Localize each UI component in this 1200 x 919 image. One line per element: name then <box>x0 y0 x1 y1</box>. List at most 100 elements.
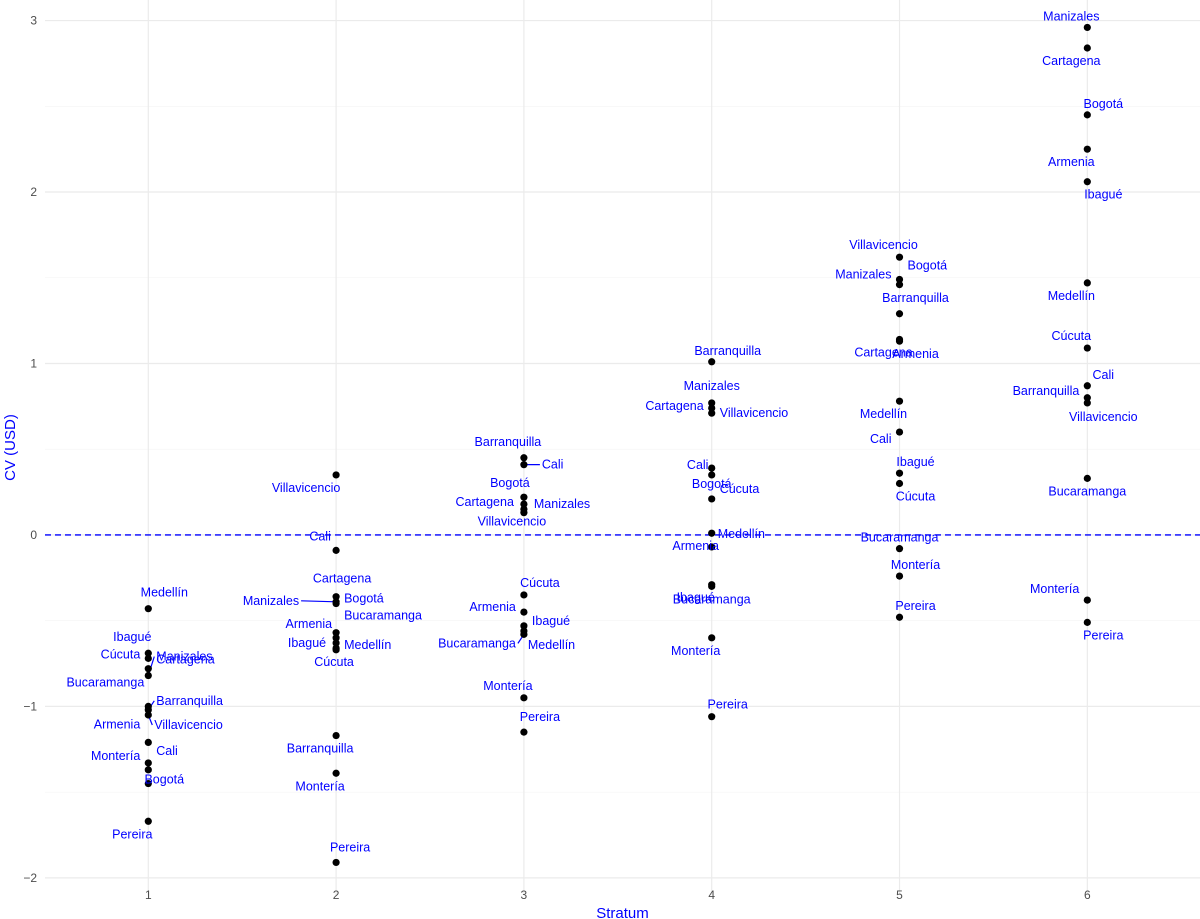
data-point <box>144 779 152 788</box>
data-point <box>520 591 528 599</box>
point-label: Manizales <box>243 594 299 608</box>
data-point <box>1083 344 1091 352</box>
x-tick-label: 4 <box>708 888 715 902</box>
data-point <box>895 428 904 436</box>
point-label: Manizales <box>156 650 212 664</box>
data-point <box>332 639 340 647</box>
data-point <box>1083 382 1091 390</box>
point-label: Medellín <box>718 527 765 541</box>
point-label: Ibagué <box>288 636 326 650</box>
point-label: Barranquilla <box>882 291 949 305</box>
point-label: Villavicencio <box>478 515 547 529</box>
data-point <box>895 572 904 580</box>
data-point <box>708 409 716 417</box>
data-point <box>144 665 152 673</box>
point-label: Bucaramanga <box>861 531 939 545</box>
point-label: Cali <box>542 458 564 472</box>
x-tick-label: 6 <box>1084 888 1091 902</box>
point-label: Medellín <box>860 407 907 421</box>
data-point <box>895 613 904 621</box>
point-label: Cúcuta <box>520 576 560 590</box>
point-label: Villavicencio <box>154 718 223 732</box>
data-point <box>895 545 904 553</box>
point-label: Pereira <box>520 710 560 724</box>
point-label: Manizales <box>684 379 740 393</box>
point-label: Bogotá <box>490 476 530 490</box>
point-label: Cartagena <box>645 399 703 413</box>
data-point <box>895 469 904 477</box>
data-point <box>332 634 340 642</box>
point-label: Cartagena <box>1042 54 1100 68</box>
data-point <box>895 479 904 488</box>
data-point <box>895 281 904 289</box>
point-label: Pereira <box>112 827 152 841</box>
point-label: Barranquilla <box>475 435 542 449</box>
data-point <box>1083 111 1091 119</box>
data-point <box>895 337 904 345</box>
data-point <box>332 599 340 608</box>
point-label: Montería <box>483 679 532 693</box>
point-label: Ibagué <box>113 630 151 644</box>
data-point <box>520 493 528 501</box>
point-label: Cartagena <box>156 653 214 667</box>
point-label: Montería <box>295 779 344 793</box>
data-point <box>144 649 152 657</box>
data-point <box>144 817 152 825</box>
point-label: Cúcuta <box>896 490 936 504</box>
data-point <box>708 358 716 366</box>
point-label: Cali <box>1093 368 1115 382</box>
point-label: Manizales <box>534 497 590 511</box>
data-point <box>1083 596 1091 604</box>
data-point <box>144 759 152 767</box>
data-point <box>708 713 716 721</box>
data-point <box>332 629 340 637</box>
data-point <box>144 671 152 680</box>
point-label: Villavicencio <box>1069 410 1138 424</box>
point-label: Ibagué <box>896 455 934 469</box>
data-point <box>332 731 340 740</box>
point-label: Ibagué <box>532 614 570 628</box>
point-label: Montería <box>1030 582 1079 596</box>
point-label: Armenia <box>94 717 141 731</box>
point-label: Montería <box>91 749 140 763</box>
data-point <box>520 728 528 736</box>
data-point <box>1083 279 1091 287</box>
data-point <box>1083 474 1091 482</box>
point-label: Manizales <box>835 268 891 282</box>
data-point <box>144 654 152 662</box>
axis-ticks: −2 −1 0 1 2 3 1 2 3 4 5 6 <box>23 14 1091 902</box>
data-point <box>1083 145 1091 153</box>
data-point <box>708 634 716 642</box>
point-label: Bogotá <box>144 773 184 787</box>
data-point <box>895 253 904 261</box>
data-point <box>520 622 528 630</box>
data-points <box>144 23 1091 867</box>
data-point <box>144 706 152 714</box>
point-label: Pereira <box>895 599 935 613</box>
y-tick-label: 3 <box>30 14 37 28</box>
point-label: Cali <box>156 744 178 758</box>
point-label: Armenia <box>469 600 516 614</box>
data-point <box>520 630 528 638</box>
data-point <box>332 769 340 777</box>
point-label: Armenia <box>286 617 333 631</box>
x-tick-label: 1 <box>145 888 152 902</box>
data-point <box>144 738 152 747</box>
y-tick-label: −1 <box>23 699 37 713</box>
point-label: Villavicencio <box>272 481 341 495</box>
point-label: Cúcuta <box>1052 329 1092 343</box>
point-label: Barranquilla <box>1013 384 1080 398</box>
data-point <box>708 399 716 407</box>
point-label: Cali <box>687 458 709 472</box>
point-label: Bucaramanga <box>438 636 516 650</box>
y-tick-label: 2 <box>30 185 37 199</box>
point-label: Bucaramanga <box>344 609 422 623</box>
point-label: Bucaramanga <box>1048 484 1126 498</box>
point-label: Cali <box>309 529 331 543</box>
data-point <box>520 509 528 517</box>
point-label: Armenia <box>672 539 719 553</box>
y-tick-label: 1 <box>30 356 37 370</box>
data-point <box>708 495 716 503</box>
